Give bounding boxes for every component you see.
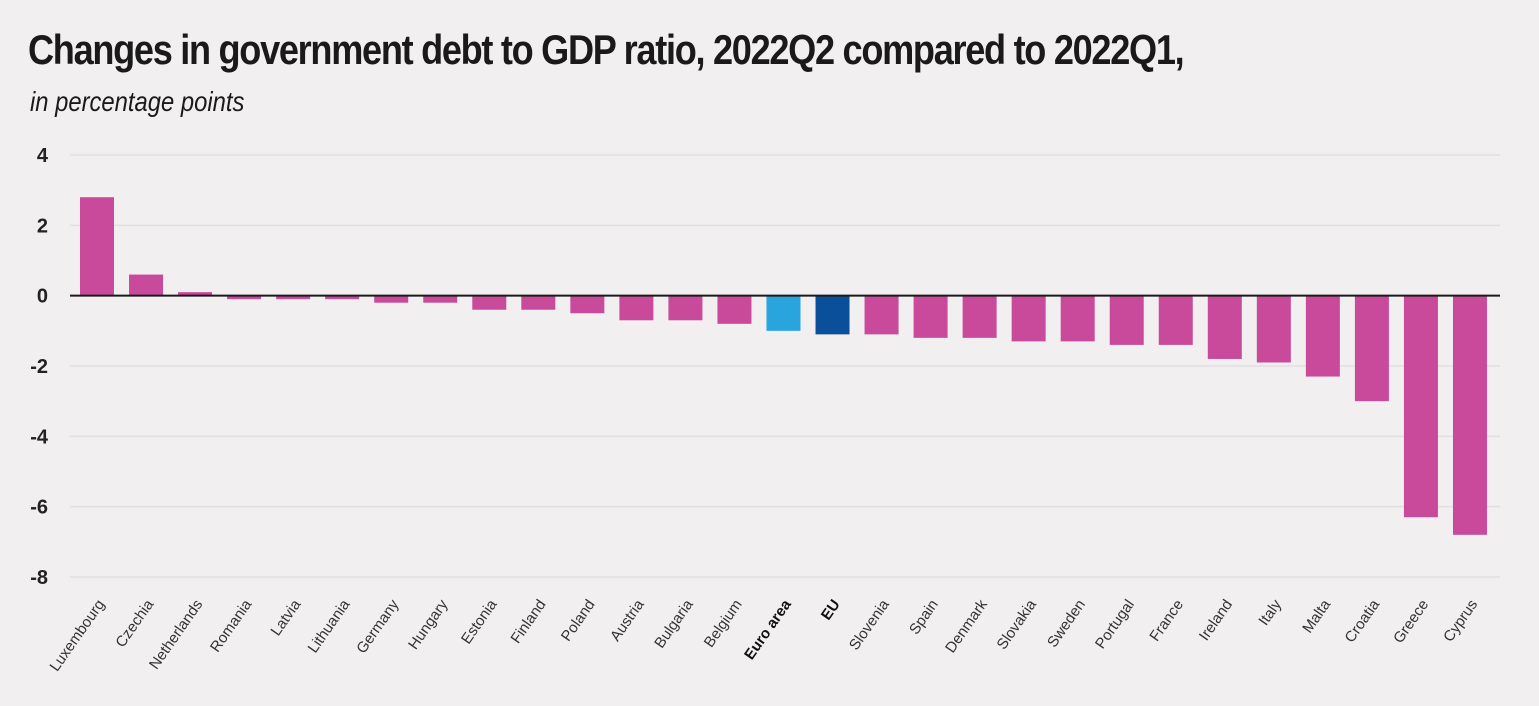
- x-tick-label: Poland: [558, 597, 599, 645]
- bar-estonia: [472, 295, 507, 310]
- x-tick-label: Lithuania: [305, 596, 354, 656]
- x-tick-label: Latvia: [268, 596, 305, 639]
- gridlines: [70, 154, 1500, 578]
- y-tick-label: 4: [37, 145, 49, 167]
- x-tick-label: Estonia: [458, 596, 501, 647]
- bar-italy: [1256, 295, 1291, 363]
- y-tick-label: 0: [37, 286, 48, 308]
- y-tick-label: -2: [30, 356, 48, 378]
- bar-ireland: [1207, 295, 1242, 359]
- bar-lithuania: [325, 295, 360, 300]
- bar-belgium: [717, 295, 752, 324]
- x-tick-label: Malta: [1299, 596, 1334, 636]
- chart-subtitle: in percentage points: [30, 86, 245, 117]
- x-tick-label: Cyprus: [1440, 597, 1481, 646]
- bar-germany: [374, 295, 409, 303]
- x-tick-label: Sweden: [1044, 597, 1089, 651]
- x-tick-label: Slovakia: [993, 596, 1040, 653]
- y-tick-label: -4: [30, 426, 49, 448]
- bar-slovenia: [864, 295, 899, 335]
- x-tick-label: Ireland: [1196, 597, 1236, 644]
- x-tick-label: Spain: [906, 597, 942, 638]
- x-tick-label: Portugal: [1092, 597, 1138, 653]
- bar-netherlands: [178, 292, 213, 296]
- bar-portugal: [1109, 295, 1144, 345]
- x-tick-label: Germany: [353, 596, 403, 657]
- x-tick-label: Bulgaria: [651, 596, 697, 651]
- bar-poland: [570, 295, 605, 314]
- bar-cyprus: [1452, 295, 1487, 535]
- bar-eu: [815, 295, 850, 335]
- bars: [80, 197, 1487, 535]
- x-tick-label: Euro area: [741, 596, 795, 663]
- x-tick-label: Luxembourg: [47, 597, 109, 675]
- bar-romania: [227, 295, 262, 300]
- bar-spain: [913, 295, 948, 338]
- bar-bulgaria: [668, 295, 703, 321]
- x-tick-label: Denmark: [942, 596, 991, 656]
- bar-czechia: [129, 274, 164, 296]
- x-tick-label: Belgium: [701, 597, 746, 651]
- x-tick-label: EU: [818, 597, 844, 624]
- y-tick-label: -8: [30, 567, 48, 589]
- x-tick-label: Romania: [207, 596, 256, 655]
- bar-latvia: [276, 295, 311, 300]
- bar-greece: [1403, 295, 1438, 518]
- bar-euro-area: [766, 295, 801, 331]
- y-tick-label: -6: [30, 497, 48, 519]
- y-tick-label: 2: [37, 215, 48, 237]
- x-tick-label: Greece: [1390, 597, 1432, 647]
- bar-hungary: [423, 295, 458, 303]
- bar-sweden: [1060, 295, 1095, 342]
- bar-luxembourg: [80, 197, 114, 296]
- x-tick-label: Finland: [507, 597, 549, 647]
- bar-austria: [619, 295, 654, 321]
- chart-title: Changes in government debt to GDP ratio,…: [28, 26, 1185, 73]
- x-tick-label: France: [1146, 597, 1187, 645]
- bar-finland: [521, 295, 556, 310]
- x-tick-label: Italy: [1255, 596, 1285, 629]
- x-tick-label: Croatia: [1342, 596, 1384, 646]
- x-tick-label: Austria: [607, 596, 648, 645]
- bar-slovakia: [1011, 295, 1046, 342]
- x-tick-label: Czechia: [112, 596, 157, 651]
- bar-croatia: [1354, 295, 1389, 402]
- y-axis-ticks: 4 2 0 -2 -4 -6 -8: [30, 145, 49, 589]
- bar-denmark: [962, 295, 997, 338]
- bar-france: [1158, 295, 1193, 345]
- x-tick-label: Slovenia: [846, 596, 893, 653]
- x-tick-label: Hungary: [405, 596, 452, 653]
- bar-malta: [1305, 295, 1340, 377]
